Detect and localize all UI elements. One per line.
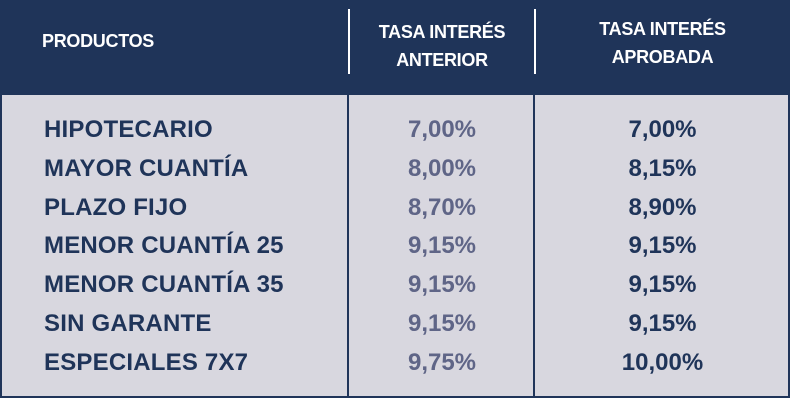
previous-rate: 9,15% bbox=[407, 309, 477, 337]
product-name: MENOR CUANTÍA 25 bbox=[44, 232, 284, 260]
header-previous-rate: TASA INTERÉS ANTERIOR bbox=[349, 0, 535, 92]
previous-rate: 9,15% bbox=[407, 271, 477, 299]
header-products-label: PRODUCTOS bbox=[42, 30, 154, 51]
table-body: HIPOTECARIO 7,00% 7,00% MAYOR CUANTÍA 8,00%… bbox=[2, 111, 788, 383]
approved-rate: 9,15% bbox=[628, 271, 697, 299]
table-row: MENOR CUANTÍA 25 9,15% 9,15% bbox=[2, 227, 788, 266]
header-previous-line1: TASA INTERÉS bbox=[378, 21, 506, 42]
product-name: MAYOR CUANTÍA bbox=[44, 154, 249, 182]
product-name: PLAZO FIJO bbox=[44, 193, 188, 221]
table-row: MENOR CUANTÍA 35 9,15% 9,15% bbox=[2, 266, 788, 305]
product-name: SIN GARANTE bbox=[44, 309, 212, 337]
table-row: HIPOTECARIO 7,00% 7,00% bbox=[2, 111, 788, 150]
header-approved-line2: APROBADA bbox=[611, 46, 714, 67]
table-row: ESPECIALES 7X7 9,75% 10,00% bbox=[2, 344, 788, 383]
approved-rate: 8,15% bbox=[628, 154, 697, 182]
approved-rate: 7,00% bbox=[628, 116, 697, 143]
header-divider bbox=[534, 9, 536, 74]
table-header: PRODUCTOS TASA INTERÉS ANTERIOR TASA INTE… bbox=[2, 2, 788, 95]
approved-rate: 9,15% bbox=[628, 232, 697, 260]
previous-rate: 9,75% bbox=[407, 348, 477, 376]
previous-rate: 7,00% bbox=[407, 116, 477, 143]
approved-rate: 8,90% bbox=[628, 193, 697, 221]
column-divider bbox=[347, 95, 349, 396]
approved-rate: 9,15% bbox=[628, 309, 697, 337]
header-divider bbox=[348, 9, 350, 74]
product-name: ESPECIALES 7X7 bbox=[44, 348, 249, 376]
previous-rate: 8,70% bbox=[407, 193, 477, 221]
table-row: SIN GARANTE 9,15% 9,15% bbox=[2, 305, 788, 344]
header-products: PRODUCTOS bbox=[42, 0, 154, 87]
column-divider bbox=[533, 95, 535, 396]
product-name: MENOR CUANTÍA 35 bbox=[44, 271, 284, 299]
table-row: PLAZO FIJO 8,70% 8,90% bbox=[2, 189, 788, 228]
header-previous-line2: ANTERIOR bbox=[396, 49, 488, 70]
header-approved-rate: TASA INTERÉS APROBADA bbox=[535, 0, 790, 89]
header-approved-line1: TASA INTERÉS bbox=[599, 18, 726, 39]
previous-rate: 8,00% bbox=[407, 154, 477, 182]
previous-rate: 9,15% bbox=[407, 232, 477, 260]
product-name: HIPOTECARIO bbox=[44, 116, 213, 143]
table-row: MAYOR CUANTÍA 8,00% 8,15% bbox=[2, 150, 788, 189]
approved-rate: 10,00% bbox=[621, 348, 704, 376]
